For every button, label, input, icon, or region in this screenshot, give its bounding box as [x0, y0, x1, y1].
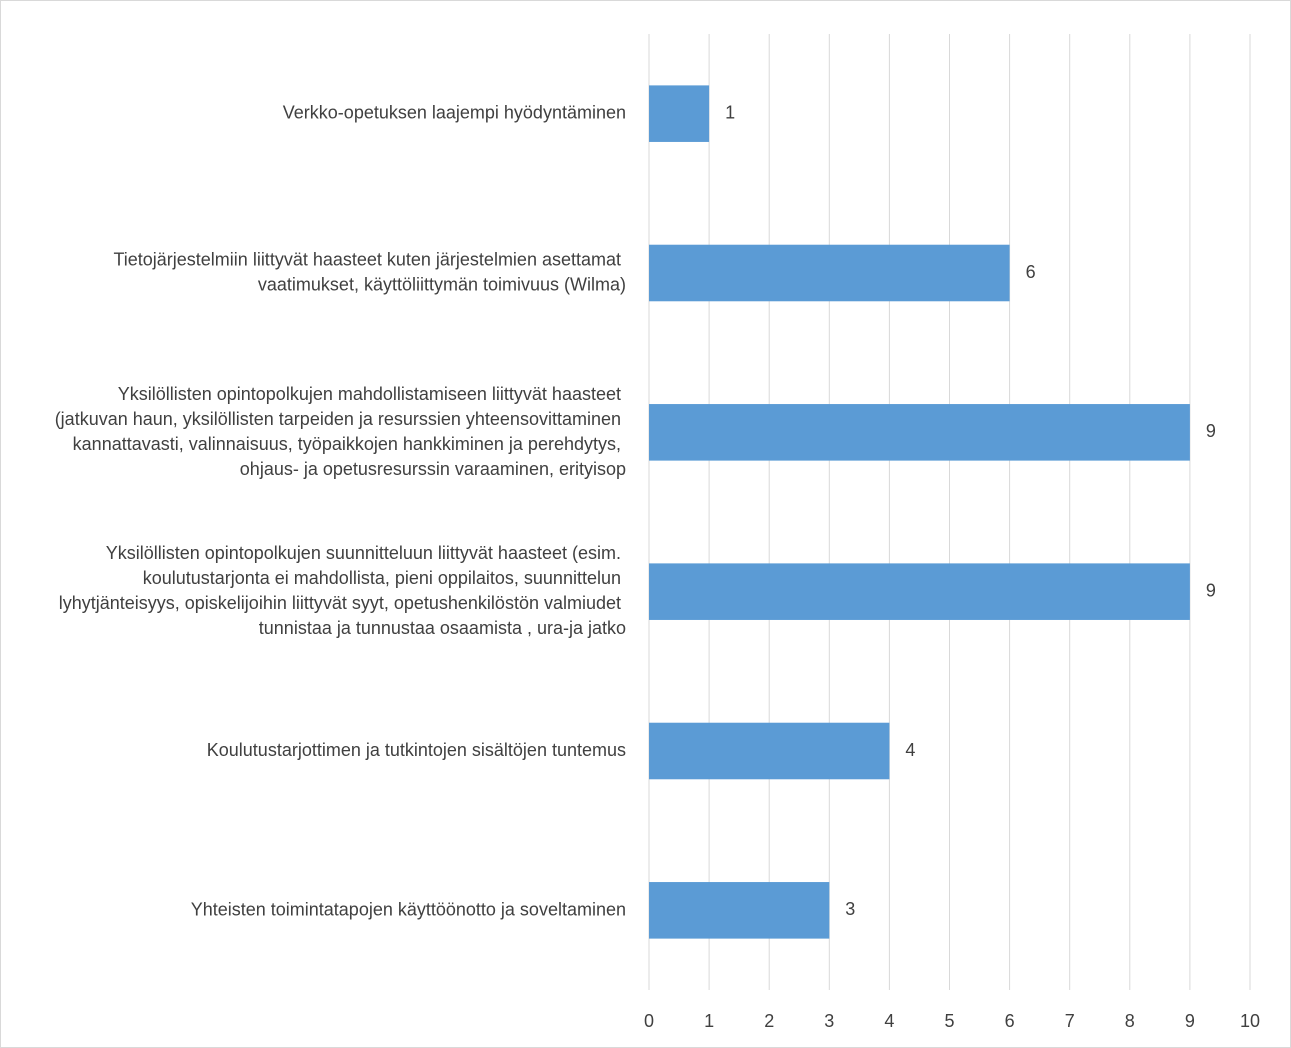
x-tick-label: 7 [1065, 1011, 1075, 1031]
y-tick-label: Tietojärjestelmiin liittyvät haasteet ku… [113, 249, 626, 294]
bar [649, 85, 710, 142]
data-label: 6 [1026, 262, 1036, 282]
x-tick-label: 9 [1185, 1011, 1195, 1031]
x-tick-label: 0 [644, 1011, 654, 1031]
data-label: 4 [905, 740, 915, 760]
data-label: 9 [1206, 421, 1216, 441]
x-tick-label: 1 [704, 1011, 714, 1031]
y-tick-label: Verkko-opetuksen laajempi hyödyntäminen [283, 102, 626, 122]
x-tick-label: 10 [1240, 1011, 1260, 1031]
y-tick-label: Yksilöllisten opintopolkujen suunnittelu… [59, 543, 626, 638]
x-tick-label: 4 [884, 1011, 894, 1031]
data-label: 3 [845, 899, 855, 919]
x-tick-label: 5 [944, 1011, 954, 1031]
bar [649, 244, 1010, 302]
y-tick-label: Yhteisten toimintatapojen käyttöönotto j… [191, 899, 626, 919]
bar [649, 722, 890, 780]
x-tick-label: 2 [764, 1011, 774, 1031]
data-label: 1 [725, 102, 735, 122]
bar [649, 882, 830, 939]
x-tick-label: 6 [1005, 1011, 1015, 1031]
x-tick-label: 8 [1125, 1011, 1135, 1031]
y-tick-label: Yksilöllisten opintopolkujen mahdollista… [55, 384, 626, 479]
bar [649, 563, 1190, 620]
y-tick-label: Koulutustarjottimen ja tutkintojen sisäl… [207, 740, 626, 760]
data-label: 9 [1206, 580, 1216, 600]
bar [649, 404, 1190, 461]
x-tick-label: 3 [824, 1011, 834, 1031]
